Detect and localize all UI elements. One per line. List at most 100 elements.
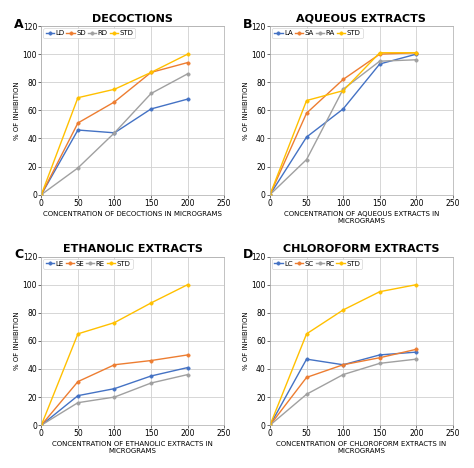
RE — [112, 394, 118, 400]
STD — [413, 50, 419, 56]
Legend: LE, SE, RE, STD: LE, SE, RE, STD — [44, 259, 133, 269]
Text: C: C — [14, 248, 23, 261]
RE — [75, 400, 81, 405]
SE — [112, 362, 118, 367]
SE — [38, 422, 44, 428]
LD — [185, 96, 191, 102]
SC — [377, 355, 383, 360]
Line: LD: LD — [40, 97, 189, 197]
SC — [413, 346, 419, 352]
LA — [267, 192, 273, 197]
Line: LA: LA — [268, 52, 418, 197]
SA — [413, 50, 419, 56]
STD — [413, 282, 419, 287]
Y-axis label: % OF INHIBITION: % OF INHIBITION — [243, 81, 248, 139]
STD — [112, 320, 118, 325]
SE — [148, 358, 154, 363]
Text: D: D — [243, 248, 253, 261]
Line: STD: STD — [268, 51, 418, 197]
SD — [185, 60, 191, 66]
STD — [38, 192, 44, 197]
LC — [340, 362, 346, 367]
X-axis label: CONCENTRATION OF ETHANOLIC EXTRACTS IN
MICROGRAMS: CONCENTRATION OF ETHANOLIC EXTRACTS IN M… — [52, 441, 213, 454]
RD — [148, 91, 154, 96]
SA — [267, 192, 273, 197]
LA — [413, 51, 419, 57]
STD — [148, 300, 154, 306]
LE — [185, 365, 191, 370]
SE — [185, 352, 191, 358]
SD — [38, 192, 44, 197]
LE — [148, 373, 154, 379]
Text: A: A — [14, 18, 24, 30]
LE — [75, 393, 81, 398]
Title: DECOCTIONS: DECOCTIONS — [92, 14, 173, 24]
STD — [304, 98, 310, 103]
LC — [413, 349, 419, 355]
LA — [304, 134, 310, 140]
RC — [413, 356, 419, 362]
X-axis label: CONCENTRATION OF DECOCTIONS IN MICROGRAMS: CONCENTRATION OF DECOCTIONS IN MICROGRAM… — [43, 211, 222, 217]
X-axis label: CONCENTRATION OF AQUEOUS EXTRACTS IN
MICROGRAMS: CONCENTRATION OF AQUEOUS EXTRACTS IN MIC… — [284, 211, 439, 224]
Y-axis label: % OF INHIBITION: % OF INHIBITION — [14, 312, 20, 370]
STD — [377, 50, 383, 56]
RA — [340, 87, 346, 92]
SC — [267, 422, 273, 428]
Line: SD: SD — [40, 61, 189, 197]
LD — [148, 106, 154, 112]
X-axis label: CONCENTRATION OF CHLOROFORM EXTRACTS IN
MICROGRAMS: CONCENTRATION OF CHLOROFORM EXTRACTS IN … — [276, 441, 447, 454]
LA — [377, 61, 383, 67]
Line: RD: RD — [40, 72, 189, 197]
Line: RC: RC — [268, 358, 418, 427]
LE — [112, 386, 118, 391]
SD — [112, 99, 118, 105]
RC — [340, 372, 346, 377]
STD — [304, 331, 310, 336]
Line: SE: SE — [40, 353, 189, 427]
SA — [304, 110, 310, 116]
Line: LE: LE — [40, 366, 189, 427]
RD — [112, 130, 118, 136]
STD — [267, 422, 273, 428]
STD — [185, 282, 191, 287]
LD — [38, 192, 44, 197]
LC — [304, 356, 310, 362]
RD — [75, 165, 81, 171]
Line: RA: RA — [268, 58, 418, 197]
RD — [185, 71, 191, 77]
RD — [38, 192, 44, 197]
STD — [75, 95, 81, 101]
SE — [75, 379, 81, 384]
Title: CHLOROFORM EXTRACTS: CHLOROFORM EXTRACTS — [283, 244, 440, 255]
LD — [75, 127, 81, 133]
STD — [340, 307, 346, 313]
STD — [340, 88, 346, 94]
STD — [38, 422, 44, 428]
Line: STD: STD — [40, 52, 189, 197]
RA — [413, 57, 419, 63]
LA — [340, 106, 346, 112]
SA — [377, 51, 383, 57]
RA — [377, 58, 383, 64]
STD — [75, 331, 81, 336]
STD — [377, 289, 383, 294]
LE — [38, 422, 44, 428]
SC — [340, 362, 346, 367]
STD — [148, 70, 154, 75]
RA — [267, 192, 273, 197]
SD — [148, 70, 154, 75]
RC — [377, 360, 383, 366]
Line: RE: RE — [40, 373, 189, 427]
Title: AQUEOUS EXTRACTS: AQUEOUS EXTRACTS — [297, 14, 427, 24]
Line: SC: SC — [268, 348, 418, 427]
RC — [267, 422, 273, 428]
SC — [304, 374, 310, 380]
Text: B: B — [243, 18, 252, 30]
RC — [304, 391, 310, 397]
Line: STD: STD — [268, 283, 418, 427]
Line: SA: SA — [268, 51, 418, 197]
RE — [38, 422, 44, 428]
Line: STD: STD — [40, 283, 189, 427]
RE — [185, 372, 191, 377]
SA — [340, 77, 346, 82]
